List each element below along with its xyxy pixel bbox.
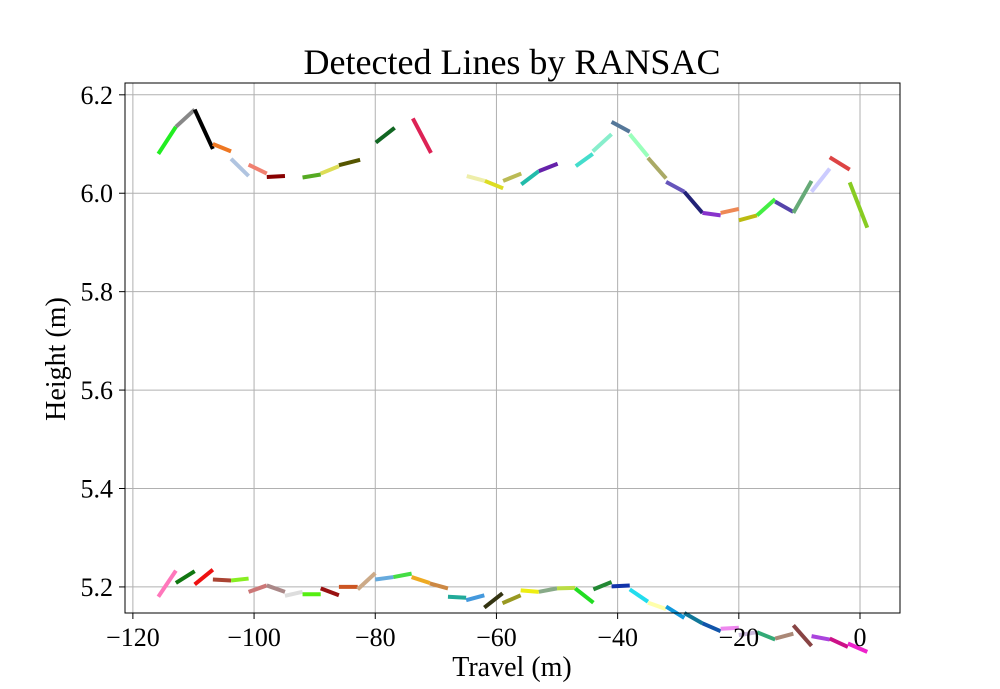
line-segment: [665, 604, 686, 620]
y-tick-label: 6.0: [81, 179, 114, 208]
line-segment: [338, 157, 361, 168]
line-segment: [574, 152, 594, 168]
line-segment: [592, 580, 613, 592]
line-segment: [447, 594, 467, 600]
y-axis-label: Height (m): [41, 297, 72, 421]
line-segment: [466, 174, 486, 183]
x-tick-label: −100: [227, 623, 281, 652]
plot-frame: [124, 82, 901, 614]
y-tick-label: 5.6: [81, 376, 114, 405]
line-segment: [156, 125, 178, 155]
line-segment: [520, 169, 541, 186]
ticks: −120 −100 −80 −60 −40 −20 0 5.2 5.4 5.6 5.8 6.0 6.2: [81, 81, 867, 652]
line-segment: [192, 108, 215, 150]
line-segment: [628, 587, 650, 604]
line-segment: [756, 630, 776, 642]
x-tick-label: 0: [854, 623, 867, 652]
line-segment: [610, 120, 631, 134]
line-segment: [393, 571, 412, 580]
line-segment: [774, 199, 795, 214]
grid: [125, 83, 900, 613]
line-segment: [720, 207, 740, 215]
line-segment: [573, 586, 595, 605]
line-segment: [212, 142, 232, 154]
line-segment: [247, 162, 268, 176]
line-segment: [374, 126, 396, 145]
line-segment: [212, 577, 232, 583]
line-segment: [320, 586, 340, 598]
line-segment: [720, 625, 739, 631]
line-segment: [156, 569, 178, 598]
x-tick-label: −80: [355, 623, 396, 652]
y-tick-label: 6.2: [81, 81, 114, 110]
line-segment: [665, 180, 686, 194]
y-tick-label: 5.4: [81, 474, 114, 503]
line-segment: [591, 132, 613, 153]
line-segment: [828, 636, 849, 649]
line-segment: [174, 108, 197, 129]
line-segment: [502, 171, 523, 183]
x-axis-label: Travel (m): [452, 652, 572, 683]
line-segment: [628, 132, 650, 158]
line-segment: [520, 588, 540, 594]
line-segment: [791, 179, 814, 214]
line-segment: [811, 634, 831, 642]
x-tick-label: −60: [476, 623, 517, 652]
line-segment: [538, 586, 558, 594]
line-segment: [501, 593, 522, 605]
line-segment: [755, 197, 777, 217]
y-tick-label: 5.2: [81, 573, 114, 602]
line-segment: [266, 174, 286, 179]
line-segment: [174, 569, 196, 585]
line-segment: [702, 210, 721, 218]
line-segment: [538, 161, 559, 173]
line-segment: [230, 576, 249, 583]
line-segment: [229, 157, 251, 178]
line-segment: [411, 117, 433, 154]
line-segments: [156, 108, 870, 654]
line-segment: [847, 641, 869, 654]
line-segment: [356, 571, 377, 591]
line-segment: [247, 583, 268, 594]
line-segment: [701, 621, 722, 634]
line-segment: [646, 156, 668, 180]
line-segment: [847, 181, 870, 229]
y-tick-label: 5.8: [81, 278, 114, 307]
line-segment: [738, 213, 758, 223]
line-segment: [774, 631, 794, 641]
line-segment: [828, 155, 851, 172]
line-segment: [302, 172, 322, 180]
line-segment: [410, 575, 431, 585]
x-tick-label: −120: [106, 623, 160, 652]
line-segment: [266, 583, 286, 594]
line-segment: [374, 575, 394, 582]
line-segment: [647, 600, 667, 611]
line-segment: [611, 583, 630, 589]
line-segment: [284, 589, 303, 598]
line-segment: [683, 611, 704, 626]
line-segment: [319, 164, 340, 176]
x-tick-label: −40: [597, 623, 638, 652]
line-segment: [738, 630, 758, 638]
line-segment: [484, 179, 504, 191]
line-segment: [429, 581, 449, 591]
x-tick-label: −20: [718, 623, 759, 652]
line-segment: [193, 568, 215, 587]
line-segment: [465, 593, 485, 603]
line-segment: [483, 591, 504, 610]
line-segment: [682, 190, 704, 215]
line-segment: [791, 623, 814, 648]
chart-title: Detected Lines by RANSAC: [304, 42, 721, 82]
line-segment: [809, 167, 832, 193]
